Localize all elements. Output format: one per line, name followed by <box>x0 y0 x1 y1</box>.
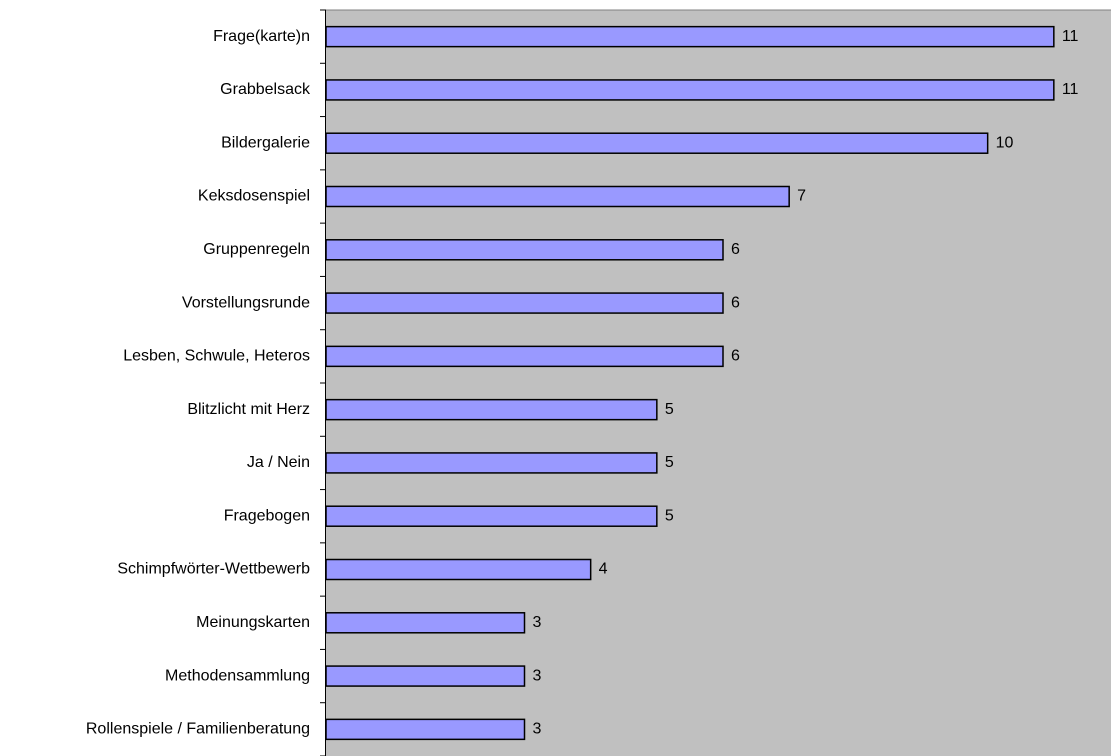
value-label: 5 <box>665 507 674 524</box>
bar <box>325 558 592 581</box>
value-label: 5 <box>665 401 674 418</box>
bar <box>325 239 724 261</box>
bar <box>325 665 526 687</box>
bar <box>325 505 658 527</box>
value-label: 3 <box>533 614 542 631</box>
y-tick-label: Gruppenregeln <box>203 241 310 258</box>
y-tick-label: Rollenspiele / Familienberatung <box>86 721 310 738</box>
bar <box>325 612 526 634</box>
y-tick-label: Frage(karte)n <box>213 28 310 45</box>
value-label: 3 <box>533 721 542 738</box>
y-tick-label: Fragebogen <box>224 507 310 524</box>
y-tick-label: Schimpfwörter-Wettbewerb <box>117 561 310 578</box>
y-tick-label: Grabbelsack <box>220 81 311 98</box>
y-tick-label: Keksdosenspiel <box>198 188 310 205</box>
bar <box>325 185 790 208</box>
y-tick-label: Vorstellungsrunde <box>182 294 310 311</box>
value-label: 6 <box>731 348 740 365</box>
y-tick-label: Ja / Nein <box>247 454 310 471</box>
bar <box>325 25 1055 48</box>
y-tick-label: Methodensammlung <box>165 667 310 684</box>
bar <box>325 345 724 368</box>
plot-area <box>326 10 1111 756</box>
bar <box>325 132 989 154</box>
bar <box>325 79 1055 101</box>
value-label: 7 <box>797 188 806 205</box>
bar <box>325 452 658 474</box>
value-label: 6 <box>731 241 740 258</box>
value-label: 3 <box>533 667 542 684</box>
value-label: 4 <box>599 561 608 578</box>
value-label: 11 <box>1062 28 1079 45</box>
bar <box>325 718 526 741</box>
y-tick-label: Bildergalerie <box>221 134 310 151</box>
value-label: 11 <box>1062 81 1079 98</box>
y-tick-label: Lesben, Schwule, Heteros <box>123 348 310 365</box>
y-tick-label: Blitzlicht mit Herz <box>187 401 310 418</box>
value-label: 5 <box>665 454 674 471</box>
bar <box>325 292 724 314</box>
y-tick-label: Meinungskarten <box>196 614 310 631</box>
value-label: 10 <box>996 134 1014 151</box>
value-label: 6 <box>731 294 740 311</box>
bar <box>325 398 658 421</box>
